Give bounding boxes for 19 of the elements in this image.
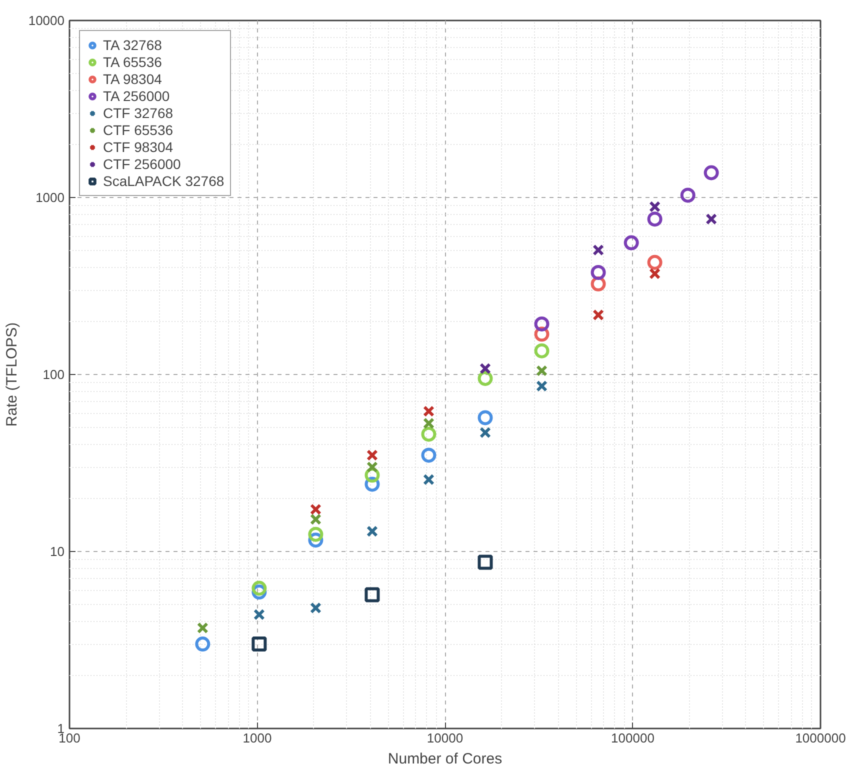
legend-label: CTF 32768	[103, 105, 174, 121]
y-tick-label: 10	[50, 544, 65, 559]
x-tick-label: 10000	[426, 730, 464, 746]
y-tick-label: 100	[42, 367, 65, 382]
legend-label: ScaLAPACK 32768	[103, 173, 224, 189]
legend-label: CTF 65536	[103, 122, 174, 138]
x-tick-label: 100000	[611, 730, 654, 746]
legend-label: TA 256000	[103, 88, 170, 104]
x-axis-title: Number of Cores	[388, 750, 502, 768]
legend-label: TA 98304	[103, 71, 162, 87]
y-tick-label: 1000	[36, 190, 64, 205]
y-axis-title: Rate (TFLOPS)	[3, 322, 20, 427]
legend-label: CTF 256000	[103, 156, 181, 172]
x-tick-label: 1000	[242, 730, 272, 746]
y-tick-label: 10000	[28, 13, 65, 28]
legend-label: TA 32768	[103, 37, 162, 53]
x-tick-label: 1000000	[795, 730, 846, 746]
legend-label: CTF 98304	[103, 139, 174, 155]
legend-label: TA 65536	[103, 54, 162, 70]
